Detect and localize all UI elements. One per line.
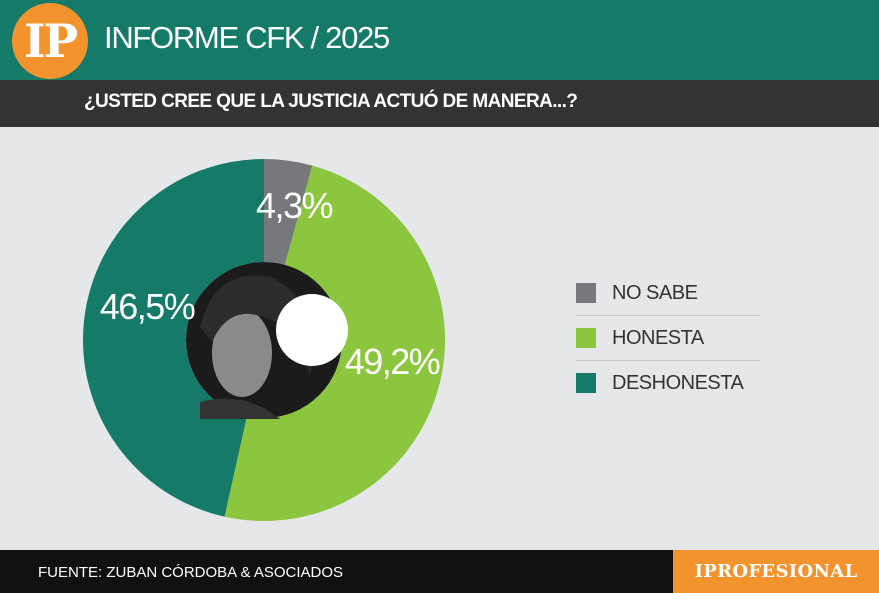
chart-area: 4,3% 49,2% 46,5% NO SABE HONESTA DESHONE… xyxy=(0,127,879,550)
legend-swatch-deshonesta xyxy=(576,373,596,393)
chart-legend: NO SABE HONESTA DESHONESTA xyxy=(576,271,760,405)
legend-label-honesta: HONESTA xyxy=(612,326,704,349)
header-bar: IP INFORME CFK / 2025 xyxy=(0,0,879,80)
logo-text: IP xyxy=(23,14,78,68)
legend-item-no-sabe: NO SABE xyxy=(576,271,760,316)
footer-bar: FUENTE: ZUBAN CÓRDOBA & ASOCIADOS IPROFE… xyxy=(0,550,879,593)
portrait-face xyxy=(212,309,272,397)
portrait-shoulders xyxy=(200,398,280,419)
legend-item-deshonesta: DESHONESTA xyxy=(576,361,760,405)
brand-badge: IPROFESIONAL xyxy=(673,550,879,593)
value-label-deshonesta: 46,5% xyxy=(100,286,195,327)
slice-honesta xyxy=(224,165,445,521)
slice-deshonesta xyxy=(83,159,265,517)
slice-no-sabe xyxy=(264,159,313,265)
value-label-honesta: 49,2% xyxy=(345,341,440,382)
donut-chart: 4,3% 49,2% 46,5% xyxy=(83,159,445,521)
brand-name: IPROFESIONAL xyxy=(694,561,858,582)
value-label-no-sabe: 4,3% xyxy=(256,185,333,226)
value-labels: 4,3% 49,2% 46,5% xyxy=(100,185,442,382)
legend-item-honesta: HONESTA xyxy=(576,316,760,361)
donut-hole xyxy=(276,294,348,366)
portrait-hair xyxy=(200,275,312,377)
legend-label-deshonesta: DESHONESTA xyxy=(612,371,744,394)
center-portrait xyxy=(186,262,348,419)
legend-label-no-sabe: NO SABE xyxy=(612,281,698,304)
source-credit: FUENTE: ZUBAN CÓRDOBA & ASOCIADOS xyxy=(38,564,344,581)
legend-swatch-honesta xyxy=(576,328,596,348)
ip-logo: IP xyxy=(12,3,88,79)
legend-swatch-no-sabe xyxy=(576,283,596,303)
question-bar: ¿USTED CREE QUE LA JUSTICIA ACTUÓ DE MAN… xyxy=(0,80,879,127)
survey-question: ¿USTED CREE QUE LA JUSTICIA ACTUÓ DE MAN… xyxy=(84,91,578,112)
donut-slices xyxy=(83,159,445,521)
page-title: INFORME CFK / 2025 xyxy=(104,20,390,55)
